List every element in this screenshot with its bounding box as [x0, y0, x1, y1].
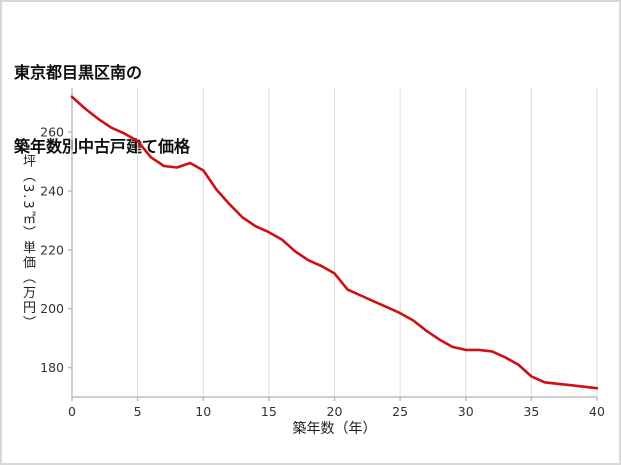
price-line [70, 95, 599, 390]
y-tick-label: 220 [40, 242, 64, 257]
x-axis-label: 築年数（年） [292, 421, 377, 437]
x-tick-label: 0 [68, 404, 76, 419]
y-tick-label: 180 [40, 360, 64, 375]
x-tick-label: 30 [458, 404, 474, 419]
y-tick-label: 200 [40, 301, 64, 316]
x-tick-label: 25 [392, 404, 408, 419]
x-tick-label: 15 [261, 404, 277, 419]
y-tick-label: 240 [40, 184, 64, 199]
x-tick-label: 40 [589, 404, 605, 419]
y-axis-label: 坪（3.3㎡）単価（万円） [20, 154, 35, 331]
x-tick-label: 10 [195, 404, 211, 419]
x-tick-label: 5 [134, 404, 142, 419]
y-tick-label: 260 [40, 125, 64, 140]
x-tick-label: 35 [523, 404, 539, 419]
chart-title-line1: 東京都目黒区南の [14, 62, 143, 82]
x-tick-label: 20 [327, 404, 343, 419]
